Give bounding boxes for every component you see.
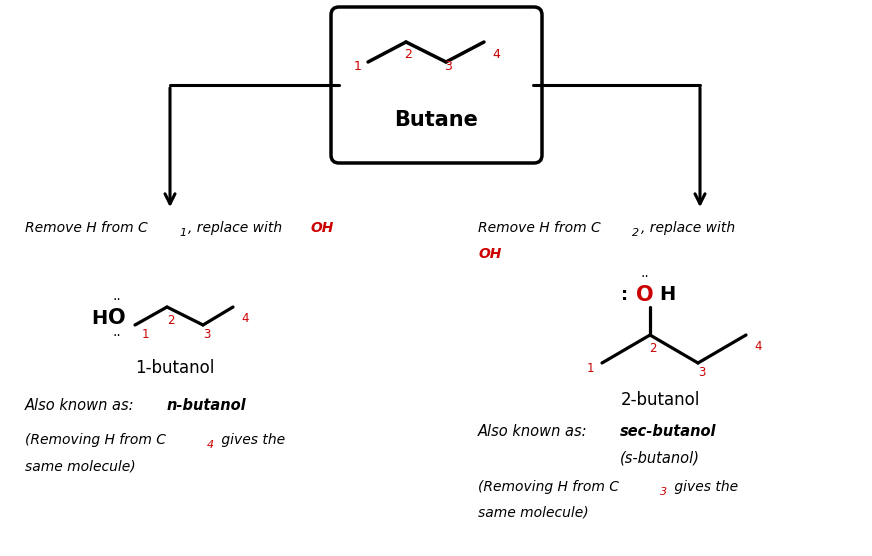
Text: (Removing H from C: (Removing H from C xyxy=(25,433,166,447)
Text: 1: 1 xyxy=(179,228,186,238)
Text: 4: 4 xyxy=(207,440,215,450)
Text: H: H xyxy=(659,285,675,305)
Text: 1: 1 xyxy=(354,59,362,72)
Text: H: H xyxy=(91,309,107,327)
Text: Butane: Butane xyxy=(394,110,478,130)
Text: same molecule): same molecule) xyxy=(478,506,589,520)
Text: n-butanol: n-butanol xyxy=(167,398,247,413)
Text: 2: 2 xyxy=(650,342,657,355)
Text: ··: ·· xyxy=(112,293,121,307)
Text: same molecule): same molecule) xyxy=(25,459,136,473)
Text: 2: 2 xyxy=(167,314,174,326)
Text: 4: 4 xyxy=(754,340,762,354)
Text: 3: 3 xyxy=(203,329,211,341)
Text: Also known as:: Also known as: xyxy=(25,398,140,413)
Text: ··: ·· xyxy=(112,329,121,343)
Text: 2: 2 xyxy=(632,228,639,238)
Text: 3: 3 xyxy=(698,366,705,380)
Text: , replace with: , replace with xyxy=(641,221,735,235)
Text: 3: 3 xyxy=(444,59,452,72)
Text: 3: 3 xyxy=(660,487,667,497)
Text: O: O xyxy=(108,308,126,328)
Text: ··: ·· xyxy=(641,270,650,284)
Text: Remove H from C: Remove H from C xyxy=(25,221,147,235)
Text: Also known as:: Also known as: xyxy=(478,424,592,439)
Text: 2-butanol: 2-butanol xyxy=(620,391,699,409)
Text: Remove H from C: Remove H from C xyxy=(478,221,601,235)
Text: 4: 4 xyxy=(242,312,249,325)
Text: 1-butanol: 1-butanol xyxy=(135,359,215,377)
Text: (s-butanol): (s-butanol) xyxy=(620,450,700,465)
FancyBboxPatch shape xyxy=(331,7,542,163)
Text: O: O xyxy=(637,285,654,305)
Text: OH: OH xyxy=(478,247,501,261)
Text: 1: 1 xyxy=(141,329,149,341)
Text: gives the: gives the xyxy=(670,480,738,494)
Text: gives the: gives the xyxy=(217,433,285,447)
Text: , replace with: , replace with xyxy=(188,221,287,235)
Text: :: : xyxy=(622,286,629,304)
Text: 1: 1 xyxy=(586,361,594,375)
Text: 4: 4 xyxy=(492,47,500,61)
Text: OH: OH xyxy=(310,221,333,235)
Text: sec-butanol: sec-butanol xyxy=(620,424,717,439)
Text: 2: 2 xyxy=(404,47,412,61)
Text: (Removing H from C: (Removing H from C xyxy=(478,480,619,494)
